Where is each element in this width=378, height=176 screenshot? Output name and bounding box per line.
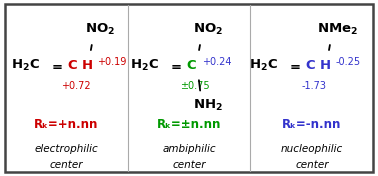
Text: nucleophilic: nucleophilic (281, 144, 343, 154)
Text: -1.73: -1.73 (301, 81, 326, 91)
Text: $\mathbf{C}$: $\mathbf{C}$ (305, 59, 316, 72)
Text: $\mathbf{H}$: $\mathbf{H}$ (81, 59, 93, 72)
Text: $\mathbf{C}$: $\mathbf{C}$ (186, 59, 197, 72)
Text: electrophilic: electrophilic (34, 144, 98, 154)
Text: $\mathbf{NH_2}$: $\mathbf{NH_2}$ (193, 98, 223, 113)
Text: +0.19: +0.19 (97, 57, 127, 67)
Text: $\mathbf{NMe_2}$: $\mathbf{NMe_2}$ (318, 22, 358, 37)
Text: $\mathbf{H_2C}$: $\mathbf{H_2C}$ (130, 58, 159, 73)
Text: $\mathbf{H_2C}$: $\mathbf{H_2C}$ (249, 58, 278, 73)
Text: +0.24: +0.24 (202, 57, 231, 67)
Text: ±0.75: ±0.75 (180, 81, 210, 91)
Text: $\mathbf{H}$: $\mathbf{H}$ (319, 59, 331, 72)
Text: $\mathbf{NO_2}$: $\mathbf{NO_2}$ (85, 22, 115, 37)
Text: $\mathbf{NO_2}$: $\mathbf{NO_2}$ (193, 22, 223, 37)
Text: Rₖ=+n.nn: Rₖ=+n.nn (34, 118, 98, 131)
Text: $\mathbf{=}$: $\mathbf{=}$ (167, 59, 182, 72)
Text: $\mathbf{H_2C}$: $\mathbf{H_2C}$ (11, 58, 40, 73)
Text: center: center (172, 160, 206, 169)
Text: +0.72: +0.72 (61, 81, 91, 91)
Text: -0.25: -0.25 (335, 57, 361, 67)
Text: center: center (295, 160, 328, 169)
Text: $\mathbf{=}$: $\mathbf{=}$ (48, 59, 63, 72)
Text: $\mathbf{=}$: $\mathbf{=}$ (287, 59, 301, 72)
Text: $\mathbf{C}$: $\mathbf{C}$ (67, 59, 78, 72)
Text: ambiphilic: ambiphilic (162, 144, 216, 154)
Text: Rₖ=±n.nn: Rₖ=±n.nn (157, 118, 221, 131)
FancyBboxPatch shape (5, 4, 373, 172)
Text: center: center (50, 160, 83, 169)
Text: Rₖ=-n.nn: Rₖ=-n.nn (282, 118, 342, 131)
